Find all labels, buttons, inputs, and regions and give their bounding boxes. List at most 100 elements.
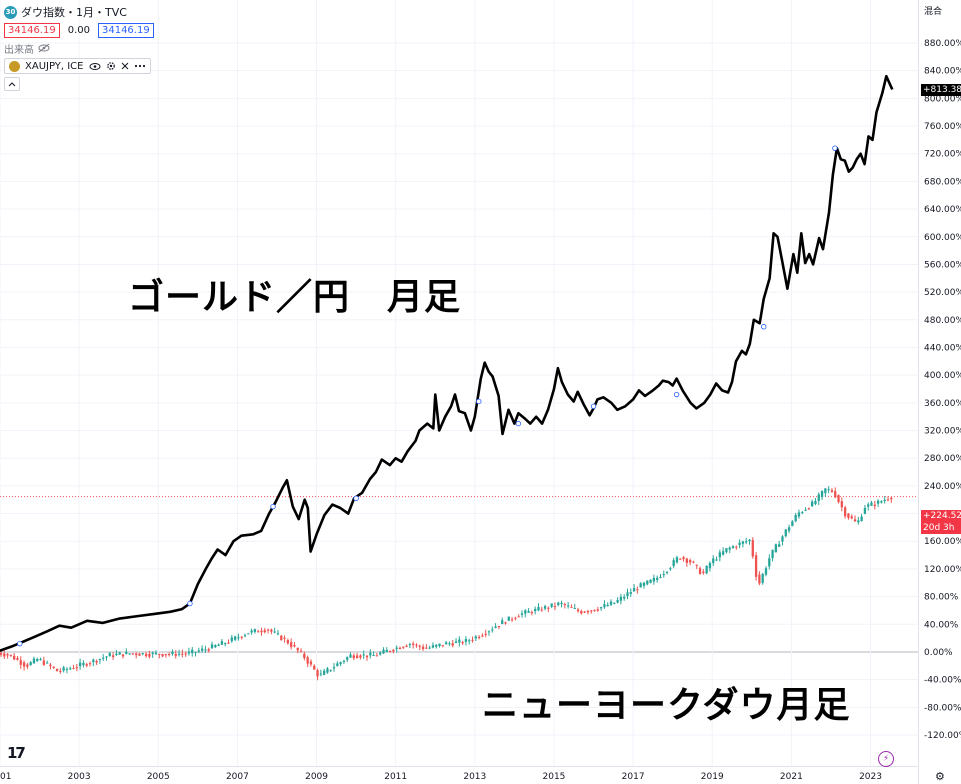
- dow-candle-body: [705, 565, 708, 574]
- dow-candle-body: [253, 629, 257, 632]
- dow-candle-body: [883, 499, 886, 501]
- settings-gear-icon[interactable]: ⚙: [935, 770, 945, 783]
- overlay-symbol[interactable]: XAUJPY, ICE: [25, 60, 84, 72]
- gold-coin-icon: [9, 60, 20, 72]
- dow-candle-body: [840, 501, 843, 508]
- dow-candle-body: [675, 557, 679, 563]
- y-tick-label: 280.00%: [924, 454, 961, 464]
- dow-candle-body: [359, 655, 362, 658]
- dow-candle-body: [148, 653, 151, 657]
- x-tick-label: 2003: [68, 772, 91, 782]
- dow-candle-body: [431, 645, 435, 648]
- y-tick-label: 760.00%: [924, 122, 961, 132]
- dow-candle-body: [576, 609, 580, 612]
- dow-candle-body: [444, 642, 448, 645]
- gold-event-marker: [353, 495, 359, 502]
- dow-candle-body: [332, 667, 336, 669]
- dow-last-value-tag: +224.52% 20d 3h: [921, 510, 961, 534]
- dow-candle-body: [484, 633, 487, 635]
- dow-candle-body: [590, 610, 593, 612]
- dow-candle-body: [527, 611, 530, 613]
- eye-icon[interactable]: [89, 62, 101, 71]
- dow-candle-body: [135, 653, 138, 656]
- dow-candle-body: [313, 665, 316, 670]
- dow-candle-body: [369, 652, 372, 656]
- dow-candle-body: [517, 616, 520, 618]
- dow-candle-body: [797, 512, 801, 517]
- main-symbol-row[interactable]: 30 ダウ指数・1月・TVC: [4, 3, 154, 21]
- dow-candle-body: [481, 635, 484, 637]
- dow-candle-body: [128, 653, 131, 655]
- dow-candle-body: [810, 501, 814, 507]
- dow-candle-body: [702, 571, 705, 573]
- dow-candle-body: [260, 630, 263, 633]
- dow-candle-body: [682, 557, 685, 560]
- volume-row[interactable]: 出来高: [4, 39, 154, 57]
- dow-candle-body: [501, 620, 504, 625]
- lightning-icon[interactable]: ⚡: [878, 751, 894, 767]
- dow-candle-body: [88, 663, 92, 665]
- y-tick-label: 160.00%: [924, 537, 961, 547]
- y-tick-label: 680.00%: [924, 177, 961, 187]
- dow-candle-body: [596, 609, 599, 611]
- dow-candle-body: [227, 642, 230, 644]
- dow-candle-body: [652, 577, 656, 582]
- y-tick-label: 80.00%: [924, 593, 959, 603]
- dow-candle-body: [276, 633, 280, 635]
- dow-candle-body: [636, 589, 639, 591]
- gear-icon[interactable]: [106, 61, 116, 71]
- dow-candle-body: [741, 541, 745, 544]
- dow-candle-body: [125, 651, 128, 654]
- dow-candle-body: [405, 645, 408, 647]
- dow-candle-body: [412, 643, 415, 645]
- x-axis[interactable]: 2001 2003 2005 2007 2009 2011 2013 2015 2017 2019…: [0, 772, 882, 782]
- dow-candle-body: [0, 652, 3, 655]
- dow-candle-body: [771, 549, 774, 559]
- tradingview-logo[interactable]: 17: [7, 744, 26, 762]
- dow-candle-body: [36, 659, 39, 662]
- dow-candle-body: [55, 668, 59, 672]
- dow-candle-body: [646, 580, 649, 585]
- dow-candle-body: [560, 602, 563, 605]
- dow-candle-body: [435, 644, 438, 647]
- dow-candle-body: [296, 647, 299, 651]
- dow-candle-body: [342, 660, 346, 662]
- dow-candle-body: [181, 653, 184, 655]
- dow-candle-body: [537, 606, 540, 611]
- dow-candle-body: [850, 516, 853, 519]
- dow-candle-body: [379, 652, 382, 655]
- gold-event-marker: [832, 145, 838, 151]
- dow-candle-body: [580, 610, 583, 614]
- dow-candle-body: [787, 527, 791, 531]
- dow-candle-body: [441, 645, 444, 647]
- dow-candle-body: [623, 596, 626, 599]
- dow-candle-body: [408, 644, 412, 646]
- dow-candle-body: [662, 574, 665, 576]
- dow-candle-body: [461, 642, 464, 644]
- dow-candle-body: [45, 662, 49, 664]
- y-tick-label: 400.00%: [924, 371, 961, 381]
- dow-candle-body: [200, 648, 204, 651]
- y-axis[interactable]: 880.00% 840.00% 800.00% 760.00% 720.00% 680.0…: [924, 39, 961, 741]
- overlay-symbol-box[interactable]: XAUJPY, ICE: [4, 58, 151, 74]
- dow-candle-body: [75, 667, 78, 669]
- dow-candle-body: [474, 636, 477, 639]
- dow-candle-body: [19, 660, 22, 665]
- dow-candle-body: [204, 649, 207, 651]
- dow-candle-body: [543, 606, 547, 609]
- close-icon[interactable]: [121, 62, 129, 70]
- scale-mode-label[interactable]: 混合: [924, 7, 943, 17]
- symbol-title[interactable]: ダウ指数・1月・TVC: [21, 6, 127, 19]
- eye-slash-icon[interactable]: [38, 43, 50, 53]
- dow-candle-body: [688, 560, 692, 563]
- dow-candle-body: [194, 651, 197, 653]
- dow-candle-body: [468, 640, 471, 642]
- dow-candle-body: [632, 588, 636, 592]
- dow-candle-body: [774, 544, 778, 553]
- dow-candle-body: [830, 490, 834, 492]
- chevron-up-icon[interactable]: [4, 77, 20, 91]
- dow-candle-body: [375, 655, 379, 657]
- more-icon[interactable]: [134, 64, 146, 68]
- dow-candle-body: [669, 568, 672, 570]
